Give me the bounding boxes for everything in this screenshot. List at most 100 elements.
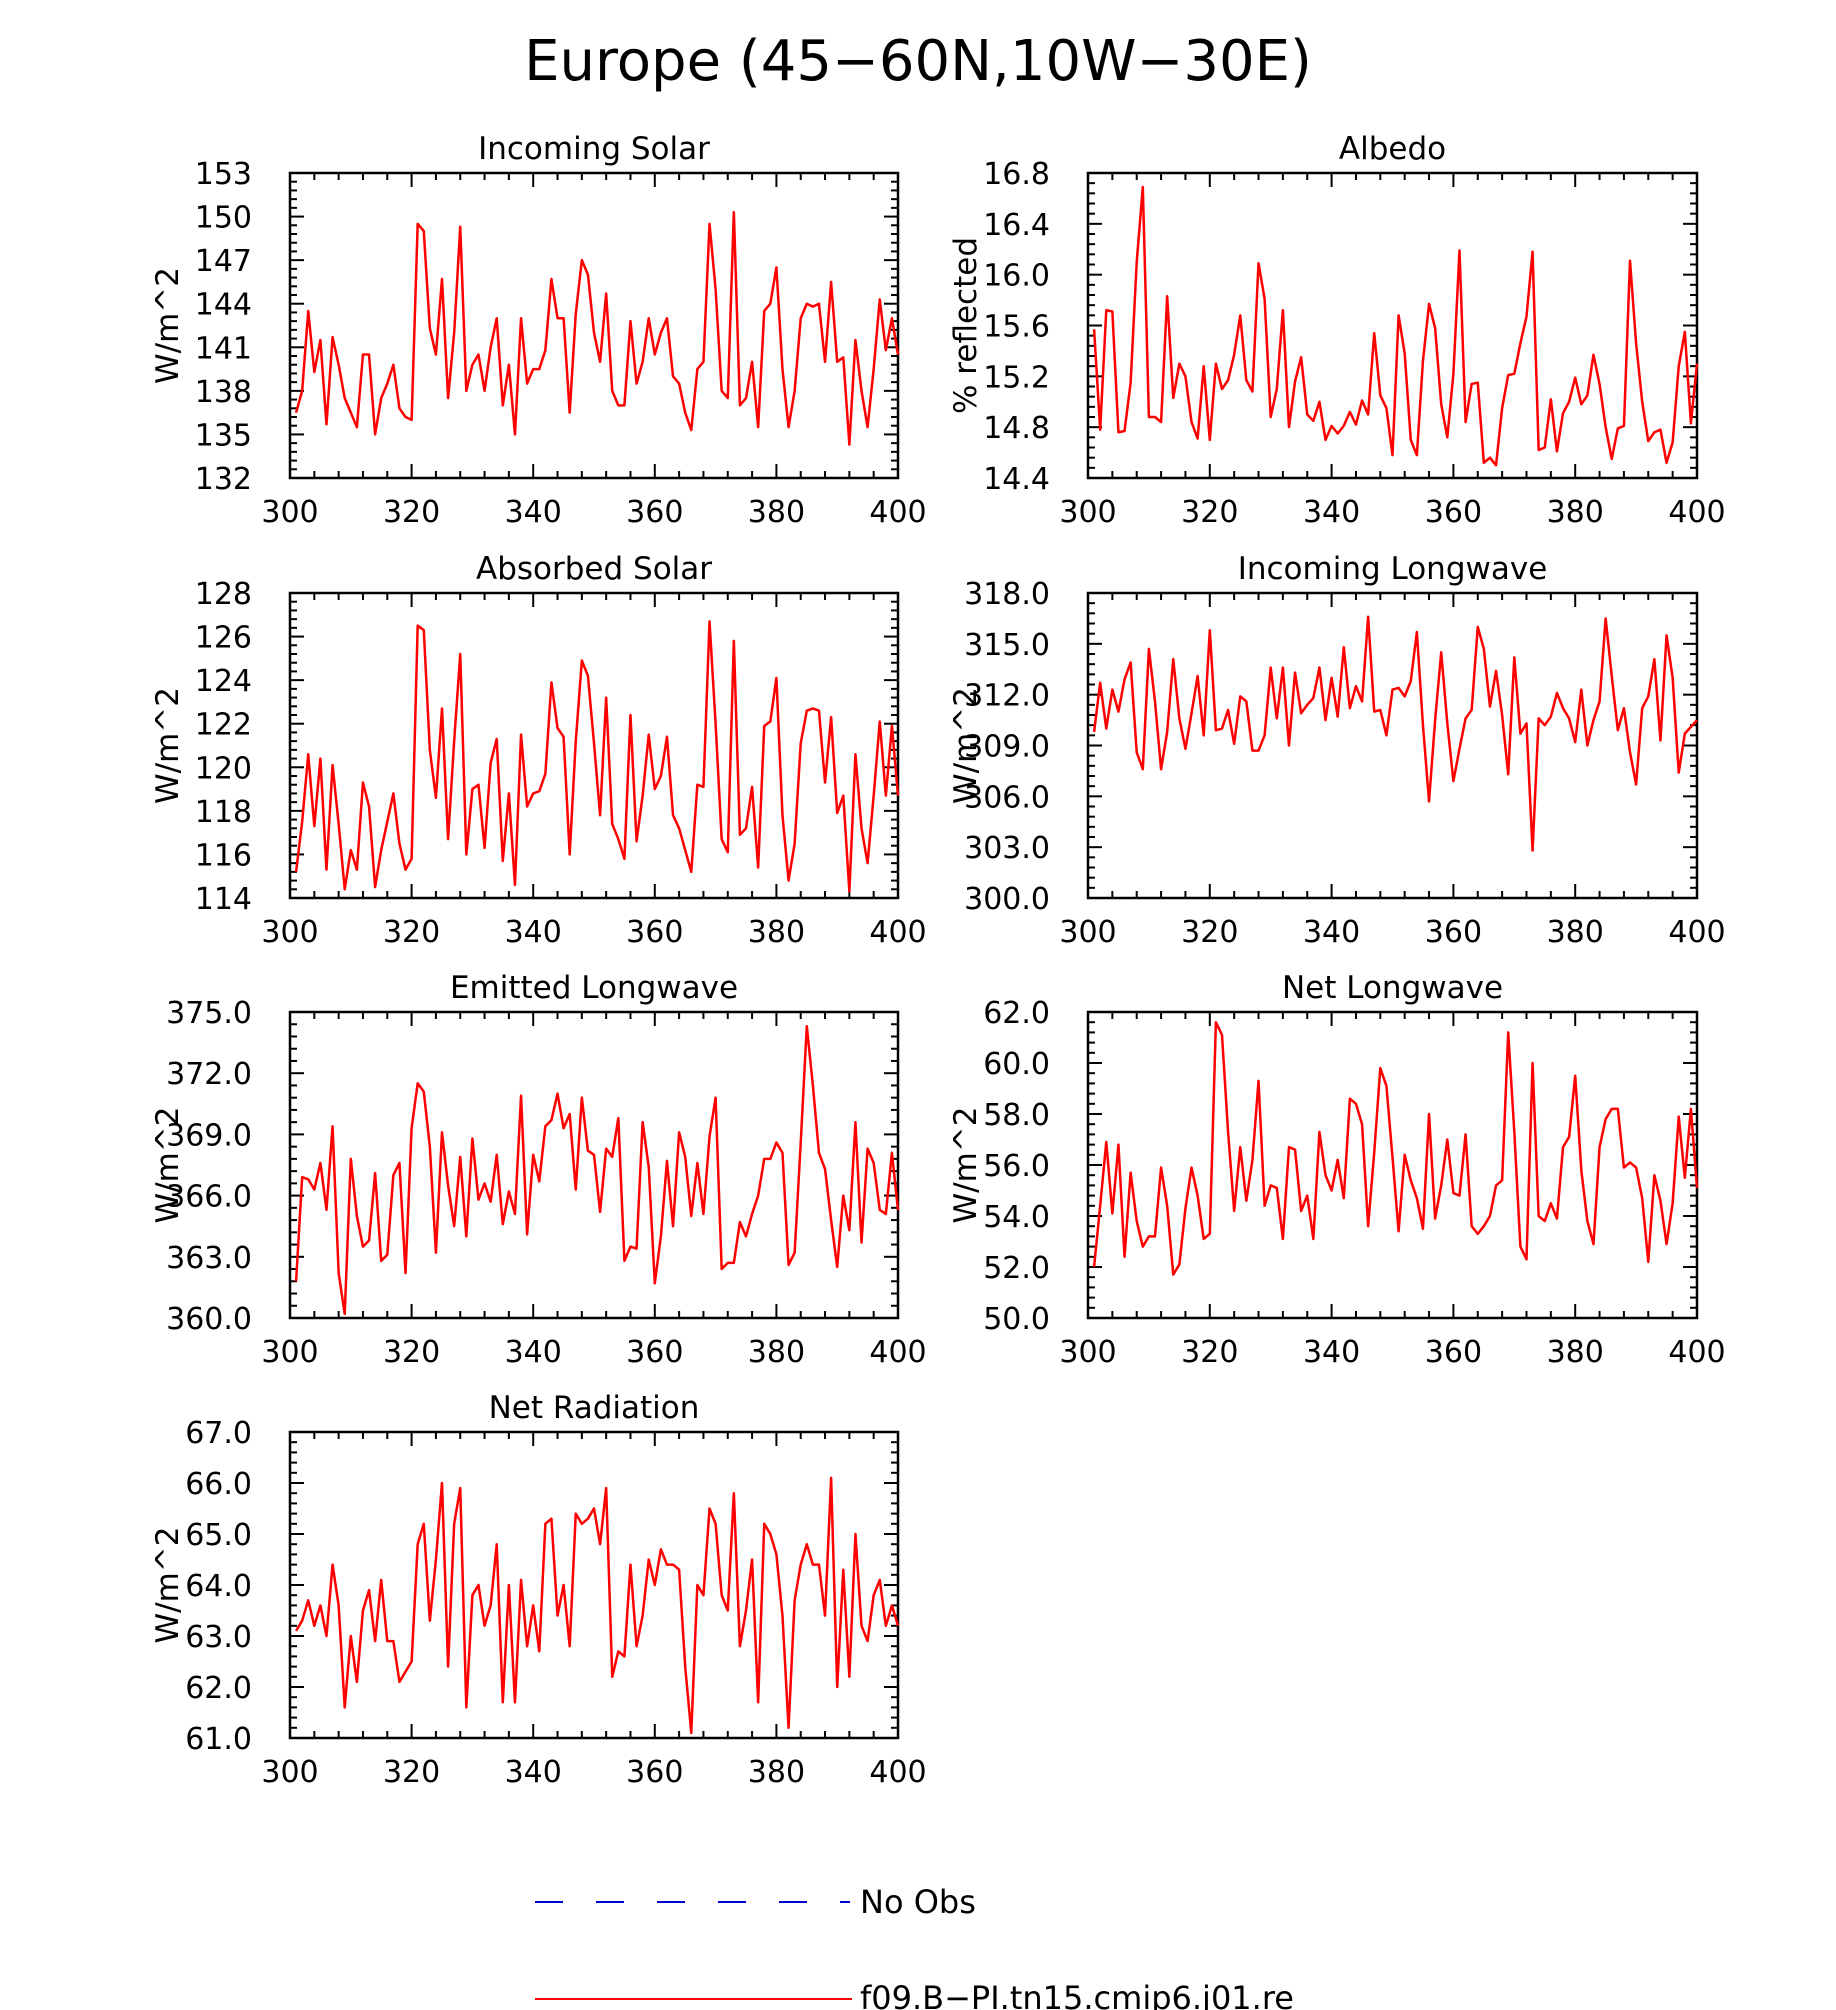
panel-title: Incoming Longwave	[1238, 551, 1548, 587]
x-tick-label: 360	[626, 1755, 683, 1790]
x-tick-label: 400	[1668, 915, 1725, 950]
x-tick-label: 300	[261, 495, 318, 530]
y-tick-label: 122	[195, 708, 252, 743]
panel-title: Net Radiation	[489, 1390, 700, 1426]
y-tick-label: 15.6	[983, 310, 1050, 345]
x-tick-label: 320	[383, 1335, 440, 1370]
figure-title: Europe (45−60N,10W−30E)	[524, 29, 1312, 94]
y-axis-label: W/m^2	[150, 1527, 186, 1644]
series-line	[1092, 615, 1698, 852]
x-tick-label: 300	[1059, 1335, 1116, 1370]
legend-label-no-obs: No Obs	[860, 1883, 976, 1921]
y-tick-label: 116	[195, 838, 252, 873]
y-tick-label: 118	[195, 795, 252, 830]
y-tick-label: 309.0	[964, 730, 1050, 765]
y-tick-label: 138	[195, 375, 252, 410]
series-line	[294, 1025, 900, 1316]
chart-incoming-solar: 300 320 340 360 380 400 132 135 138 141 144 147 150 1…	[150, 131, 927, 530]
y-tick-label: 15.2	[983, 360, 1050, 395]
y-tick-label: 114	[195, 882, 252, 917]
plot-frame	[1086, 591, 1699, 900]
y-axis-label: W/m^2	[150, 1107, 186, 1224]
x-tick-label: 300	[261, 1755, 318, 1790]
y-tick-label: 60.0	[983, 1047, 1050, 1082]
legend: No Obs f09.B−PI.tn15.cmip6.j01.re	[535, 1883, 1294, 2010]
x-tick-label: 300	[261, 915, 318, 950]
y-tick-label: 375.0	[166, 996, 252, 1031]
x-tick-label: 380	[1547, 1335, 1604, 1370]
y-tick-label: 141	[195, 331, 252, 366]
y-axis-label: W/m^2	[948, 1107, 984, 1224]
panel-title: Emitted Longwave	[450, 970, 738, 1006]
chart-net-radiation: 300 320 340 360 380 400 61.0 62.0 63.0 64.0 65.0 66…	[150, 1390, 927, 1790]
y-axis-label: W/m^2	[948, 687, 984, 804]
y-tick-label: 303.0	[964, 831, 1050, 866]
plot-frame	[288, 1010, 900, 1320]
x-tick-label: 320	[1181, 915, 1238, 950]
y-tick-label: 124	[195, 664, 252, 699]
x-tick-label: 340	[505, 1755, 562, 1790]
x-tick-label: 340	[1303, 1335, 1360, 1370]
y-tick-label: 50.0	[983, 1302, 1050, 1337]
x-tick-label: 400	[869, 495, 926, 530]
x-tick-label: 340	[1303, 495, 1360, 530]
y-tick-label: 61.0	[185, 1722, 252, 1757]
x-tick-label: 400	[869, 1755, 926, 1790]
x-tick-label: 340	[1303, 915, 1360, 950]
y-tick-label: 150	[195, 201, 252, 236]
x-tick-label: 300	[1059, 915, 1116, 950]
chart-emitted-longwave: 300 320 340 360 380 400 360.0 363.0 366.0 369.0 37…	[150, 970, 927, 1370]
y-tick-label: 62.0	[185, 1671, 252, 1706]
y-tick-label: 62.0	[983, 996, 1050, 1031]
y-tick-label: 300.0	[964, 882, 1050, 917]
y-tick-label: 363.0	[166, 1241, 252, 1276]
y-tick-label: 366.0	[166, 1180, 252, 1215]
series-line	[1092, 1020, 1699, 1276]
series-line	[294, 620, 900, 893]
panel-title: Net Longwave	[1282, 970, 1503, 1006]
series-line	[1092, 185, 1699, 467]
y-tick-label: 132	[195, 462, 252, 497]
y-tick-label: 128	[195, 577, 252, 612]
series-line	[294, 210, 900, 446]
chart-panels: 300 320 340 360 380 400 132 135 138 141 144 147 150 1…	[150, 131, 1726, 1790]
y-tick-label: 16.4	[983, 208, 1050, 243]
y-tick-label: 52.0	[983, 1251, 1050, 1286]
x-tick-label: 380	[748, 1755, 805, 1790]
x-tick-label: 380	[748, 915, 805, 950]
chart-net-longwave: 300 320 340 360 380 400 50.0 52.0 54.0 56.0 58.0 60…	[948, 970, 1726, 1370]
y-tick-label: 147	[195, 244, 252, 279]
x-tick-label: 380	[748, 495, 805, 530]
x-tick-label: 320	[1181, 1335, 1238, 1370]
x-tick-label: 360	[1425, 495, 1482, 530]
x-tick-label: 320	[383, 495, 440, 530]
x-tick-label: 340	[505, 1335, 562, 1370]
y-tick-label: 153	[195, 157, 252, 192]
x-tick-label: 320	[383, 915, 440, 950]
y-tick-label: 54.0	[983, 1200, 1050, 1235]
x-tick-label: 360	[1425, 1335, 1482, 1370]
x-tick-label: 400	[1668, 1335, 1725, 1370]
y-tick-label: 64.0	[185, 1569, 252, 1604]
chart-albedo: 300 320 340 360 380 400 14.4 14.8 15.2 15.6 16.0 16…	[948, 131, 1726, 530]
x-tick-label: 300	[1059, 495, 1116, 530]
y-tick-label: 16.0	[983, 259, 1050, 294]
y-tick-label: 372.0	[166, 1057, 252, 1092]
series-line	[295, 1476, 900, 1735]
x-tick-label: 320	[383, 1755, 440, 1790]
x-tick-label: 400	[1668, 495, 1725, 530]
x-tick-label: 360	[1425, 915, 1482, 950]
x-tick-label: 380	[1547, 915, 1604, 950]
x-tick-label: 360	[626, 1335, 683, 1370]
y-tick-label: 318.0	[964, 577, 1050, 612]
y-tick-label: 369.0	[166, 1118, 252, 1153]
y-tick-label: 56.0	[983, 1149, 1050, 1184]
y-tick-label: 14.4	[983, 462, 1050, 497]
y-axis-label: W/m^2	[150, 267, 186, 384]
chart-absorbed-solar: 300 320 340 360 380 400 114 116 118 120 122 124 126 1…	[150, 551, 927, 950]
legend-label-model-run: f09.B−PI.tn15.cmip6.j01.re	[860, 1979, 1294, 2010]
panel-title: Albedo	[1339, 131, 1446, 167]
x-tick-label: 300	[261, 1335, 318, 1370]
plot-frame	[288, 171, 900, 480]
